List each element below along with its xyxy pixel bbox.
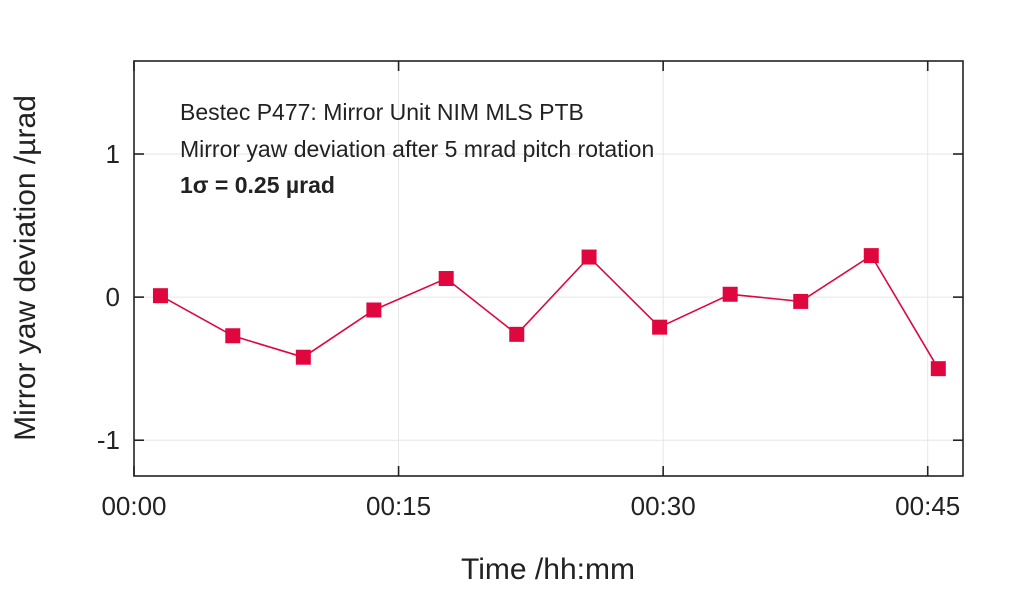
axis-ticks: 00:00 00:15 00:30 00:45 1 0 -1	[97, 61, 963, 521]
data-point	[509, 326, 525, 342]
annotation-line-2: Mirror yaw deviation after 5 mrad pitch …	[180, 136, 654, 162]
data-point	[652, 319, 668, 335]
plot-area-frame	[133, 60, 964, 477]
x-tick-label: 00:00	[101, 491, 166, 521]
y-tick-label: 1	[106, 139, 120, 169]
annotation-sigma: 1σ = 0.25 µrad	[180, 172, 335, 198]
data-point	[863, 248, 879, 264]
data-point	[581, 249, 597, 265]
data-point	[438, 271, 454, 287]
data-series	[152, 248, 946, 377]
x-tick-label: 00:30	[631, 491, 696, 521]
annotation-line-1: Bestec P477: Mirror Unit NIM MLS PTB	[180, 99, 584, 125]
data-point	[225, 328, 241, 344]
data-point	[930, 361, 946, 377]
y-tick-label: 0	[106, 282, 120, 312]
data-point	[722, 286, 738, 302]
y-axis-title: Mirror yaw deviation /µrad	[9, 95, 42, 441]
y-tick-label: -1	[97, 425, 120, 455]
grid	[133, 61, 963, 476]
data-point	[152, 288, 168, 304]
data-point	[295, 349, 311, 365]
x-tick-label: 00:45	[895, 491, 960, 521]
data-point	[793, 293, 809, 309]
series-line	[160, 254, 939, 370]
data-point	[366, 302, 382, 318]
x-axis-title: Time /hh:mm	[461, 553, 635, 586]
x-tick-label: 00:15	[366, 491, 431, 521]
